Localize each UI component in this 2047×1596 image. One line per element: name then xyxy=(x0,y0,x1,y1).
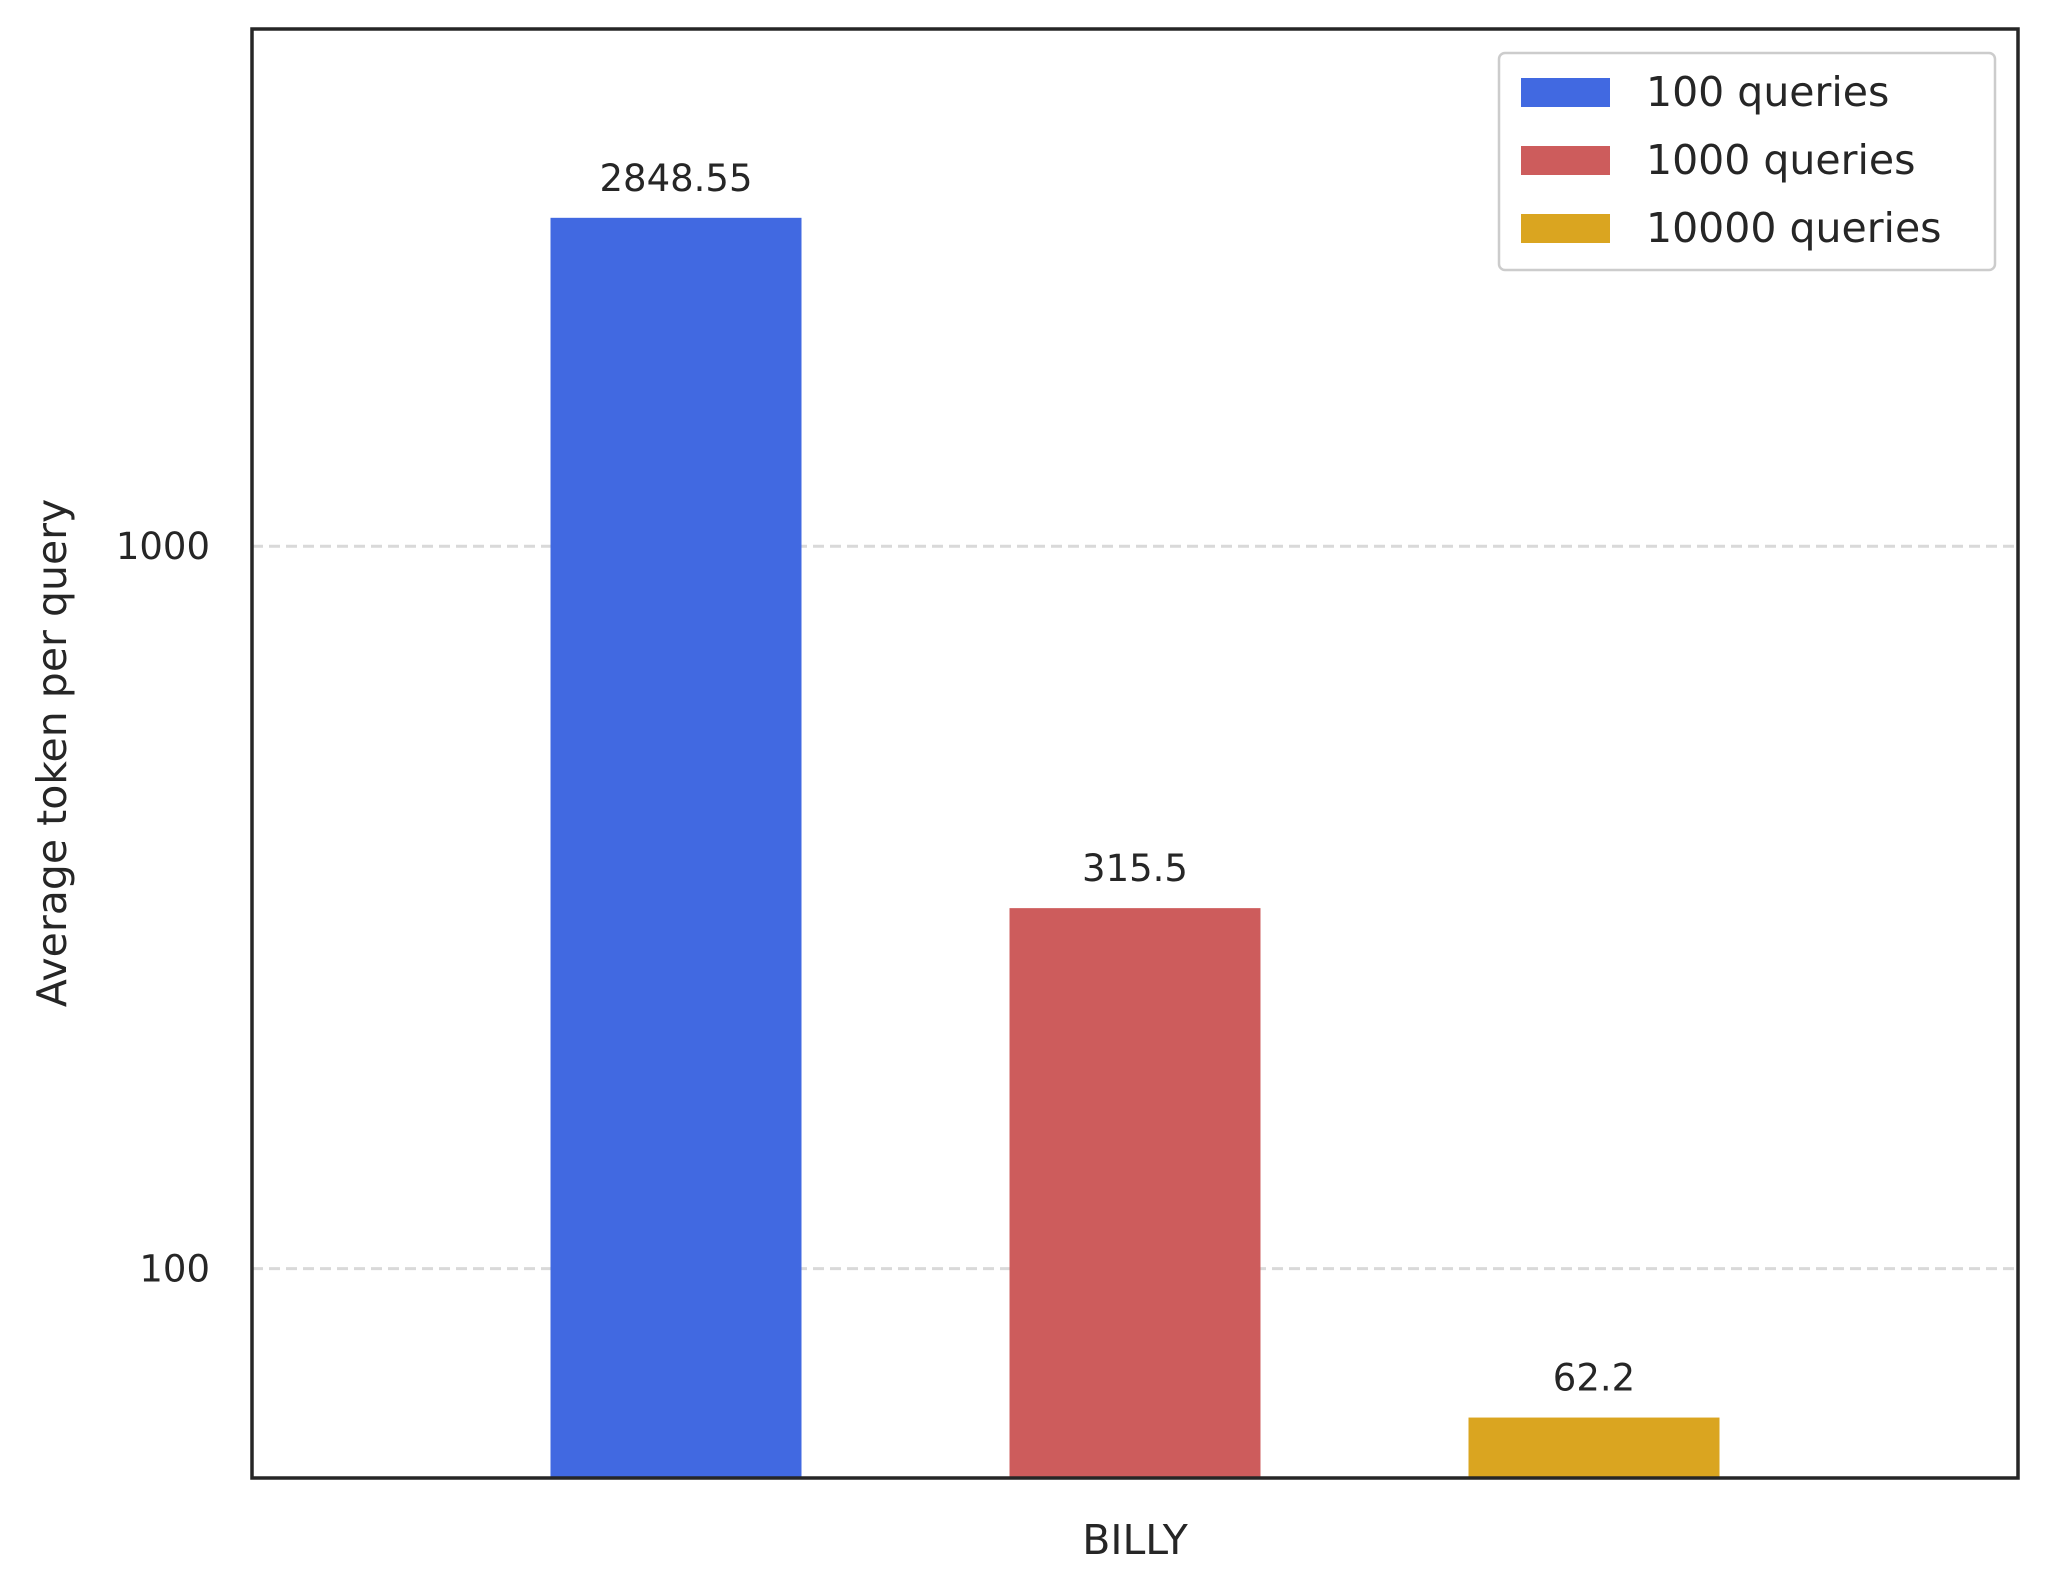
legend: 100 queries 1000 queries 10000 queries xyxy=(1497,51,1997,272)
data-label: 2848.55 xyxy=(599,157,752,200)
legend-label: 10000 queries xyxy=(1646,204,1942,252)
plot-frame xyxy=(250,27,2020,1480)
data-label: 62.2 xyxy=(1553,1357,1635,1400)
y-axis-label: Average token per query xyxy=(28,499,76,1008)
y-tick-label: 100 xyxy=(139,1248,210,1291)
x-tick-labels: BILLY xyxy=(1082,1516,1188,1564)
legend-label: 1000 queries xyxy=(1646,136,1915,184)
bar xyxy=(1468,1417,1720,1478)
bar xyxy=(1009,908,1261,1478)
legend-box xyxy=(1497,51,1997,272)
grid-lines xyxy=(252,544,2018,1271)
legend-swatch xyxy=(1521,214,1610,243)
data-labels: 2848.55 315.5 62.2 xyxy=(599,157,1635,1400)
bars xyxy=(550,217,1720,1479)
data-label: 315.5 xyxy=(1082,847,1188,890)
bar xyxy=(550,217,802,1479)
y-tick-label: 1000 xyxy=(116,525,210,568)
legend-label: 100 queries xyxy=(1646,68,1889,116)
legend-swatch xyxy=(1521,146,1610,175)
y-tick-labels: 100 1000 xyxy=(116,525,210,1290)
x-tick-label: BILLY xyxy=(1082,1516,1188,1564)
legend-swatch xyxy=(1521,78,1610,107)
